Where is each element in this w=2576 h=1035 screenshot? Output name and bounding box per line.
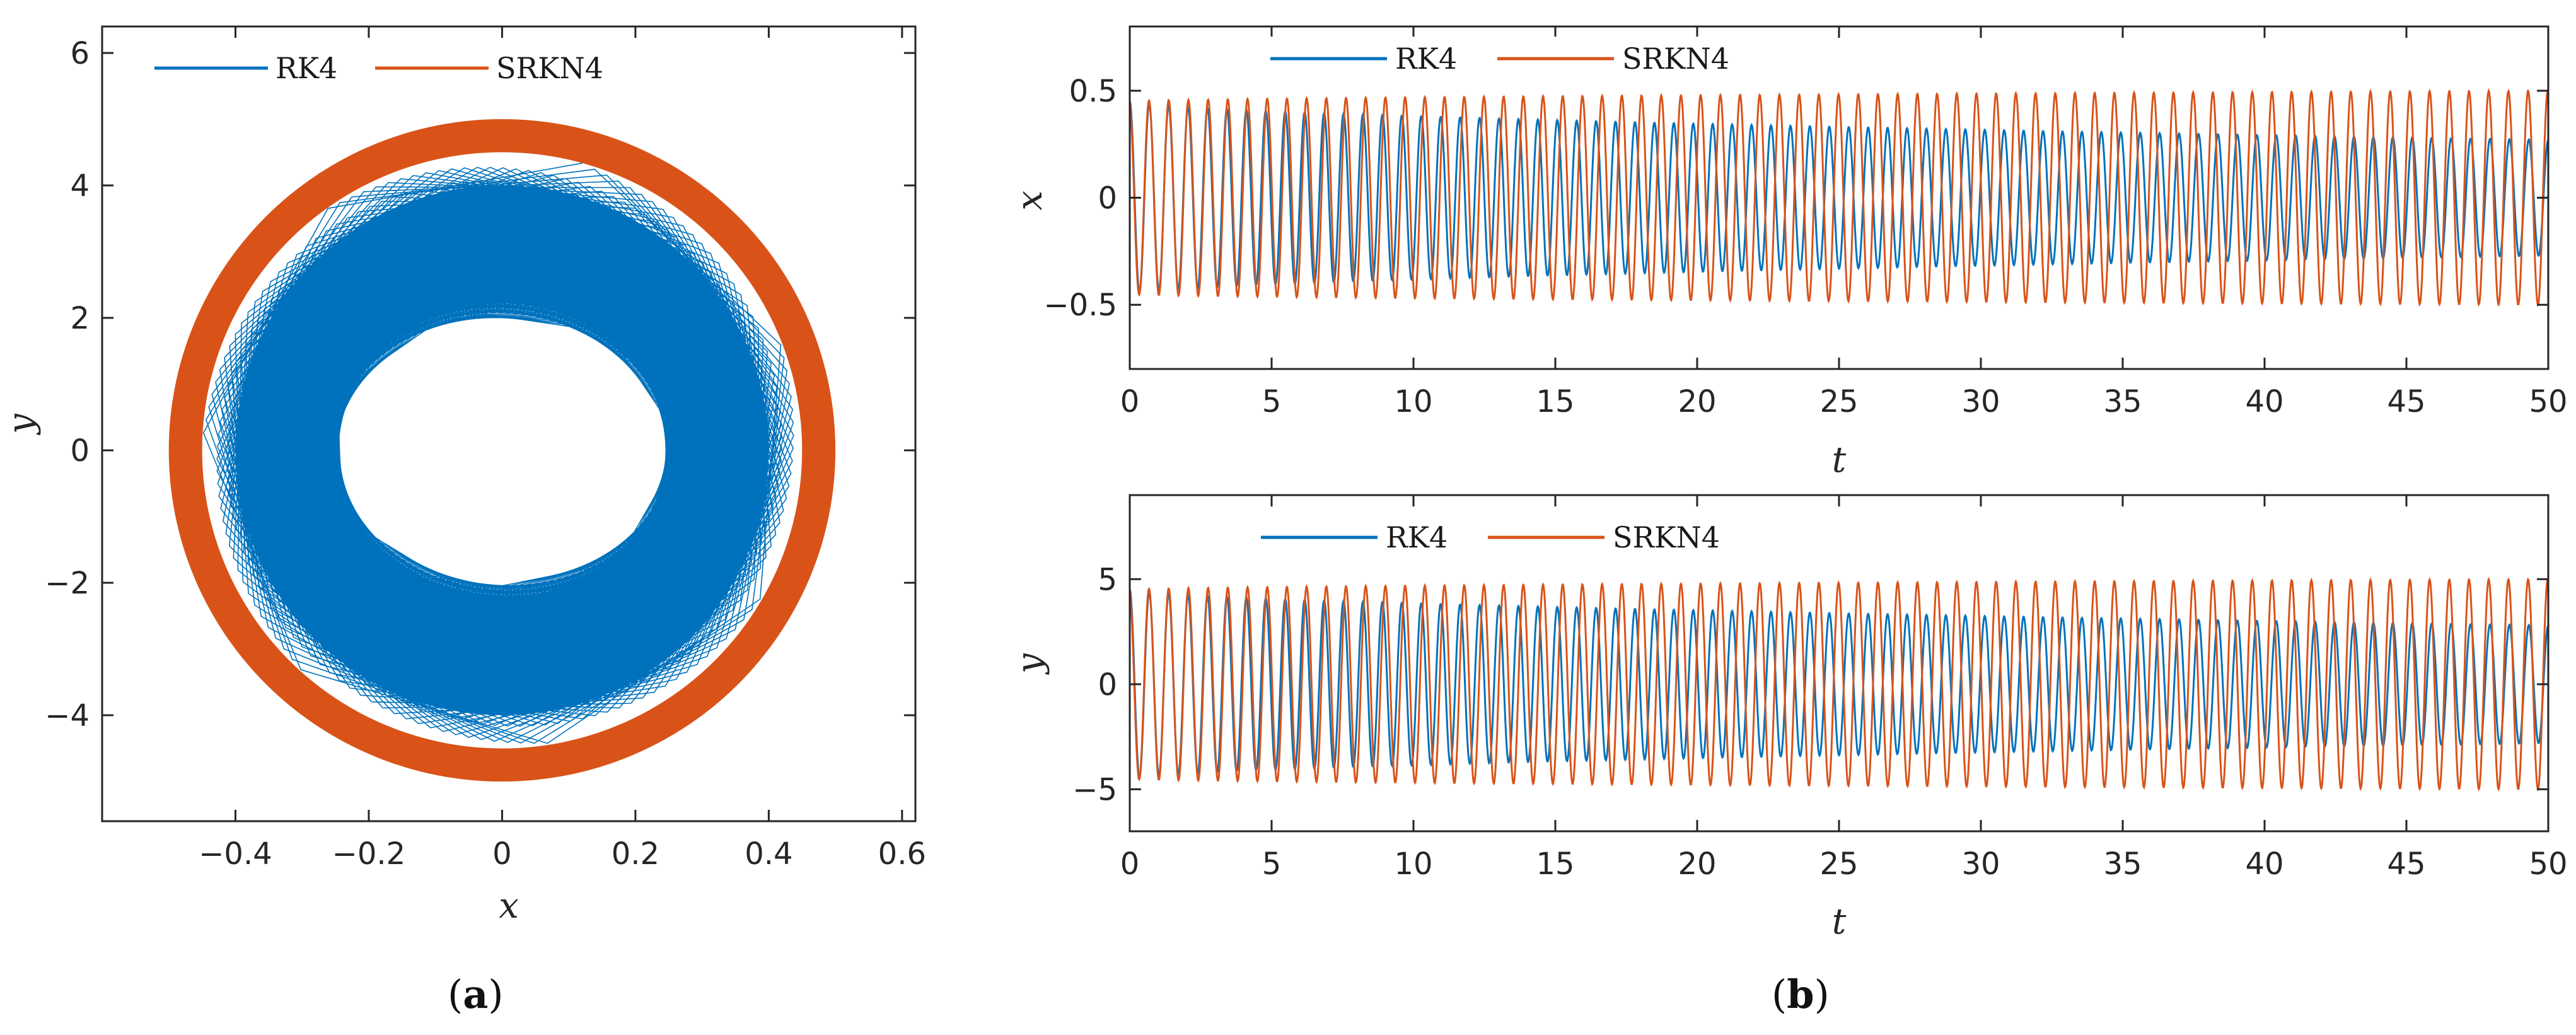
x-axis-label: x [499,886,519,927]
x-tick-label: 0.4 [745,836,792,872]
x-tick-label: 40 [2245,384,2283,419]
legend-label-rk4: RK4 [276,51,337,85]
axes-box [101,25,917,822]
series-rk4-line [1128,101,2550,293]
x-tick-label: 0 [492,836,512,872]
series-srkn4-line [1128,88,2550,307]
x-tick-label: 35 [2103,384,2142,419]
x-tick-label: 10 [1394,384,1432,419]
x-tick-label: 5 [1262,384,1282,419]
y-axis-label: y [1,413,42,436]
y-tick-label: 0 [1098,667,1117,703]
x-tick-label: 20 [1678,384,1716,419]
y-tick-label: −0.5 [1043,288,1117,323]
x-tick-label: 0.6 [878,836,926,872]
caption-a: (a) [448,971,504,1017]
x-tick-label: 0 [1120,384,1140,419]
x-tick-label: 15 [1536,384,1574,419]
x-tick-label: −0.2 [332,836,406,872]
x-tick-label: 40 [2245,846,2283,882]
y-tick-label: 4 [70,168,90,204]
y-tick-label: 5 [1098,562,1117,597]
caption-b: (b) [1772,971,1830,1017]
y-time-series-panel: 0 5 10 15 20 25 30 35 40 45 50 −5 0 5 t y RK4 SRKN4 (… [1009,494,2568,1017]
x-tick-label: 0.2 [612,836,659,872]
x-tick-label: 10 [1394,846,1432,882]
x-tick-label: 35 [2103,846,2142,882]
phase-plot-panel: −0.4 −0.2 0 0.2 0.4 0.6 −4 −2 0 2 4 6 x y RK4 SRKN4… [1,25,926,1017]
y-tick-label: −4 [45,698,90,734]
x-axis-label: t [1832,901,1847,942]
legend-label-srkn4: SRKN4 [1613,520,1720,554]
x-tick-label: 15 [1536,846,1574,882]
x-tick-label: −0.4 [199,836,272,872]
y-tick-label: 0 [70,433,90,469]
legend: RK4 SRKN4 [154,51,603,85]
legend: RK4 SRKN4 [1248,515,1727,559]
y-axis-label: x [1009,190,1050,211]
x-tick-label: 45 [2387,846,2425,882]
y-axis-label: y [1009,653,1050,675]
legend: RK4 SRKN4 [1258,37,1737,81]
x-tick-label: 45 [2387,384,2425,419]
y-tick-label: 2 [70,301,90,336]
y-tick-label: 0 [1098,181,1117,216]
x-time-series-panel: 0 5 10 15 20 25 30 35 40 45 50 −0.5 0 0.5 t x RK4 SRK… [1009,25,2568,481]
x-tick-label: 50 [2529,846,2567,882]
x-tick-label: 50 [2529,384,2567,419]
x-tick-label: 30 [1961,384,2000,419]
series-rk4-dense-band [235,185,769,716]
x-tick-label: 30 [1961,846,2000,882]
legend-label-srkn4: SRKN4 [496,51,603,85]
x-axis-label: t [1832,440,1847,481]
legend-label-srkn4: SRKN4 [1622,42,1729,76]
y-tick-label: −2 [45,566,90,601]
legend-label-rk4: RK4 [1395,42,1457,76]
x-tick-label: 0 [1120,846,1140,882]
y-tick-label: 0.5 [1069,74,1117,109]
x-tick-label: 25 [1819,384,1858,419]
x-tick-label: 5 [1262,846,1282,882]
plot-area [1130,26,2548,369]
y-tick-label: −5 [1072,772,1117,807]
series-rk4-line [1128,589,2550,778]
y-tick-label: 6 [70,36,90,71]
series-srkn4-line [1128,576,2550,792]
x-tick-label: 20 [1678,846,1716,882]
x-tick-label: 25 [1819,846,1858,882]
legend-label-rk4: RK4 [1386,520,1448,554]
